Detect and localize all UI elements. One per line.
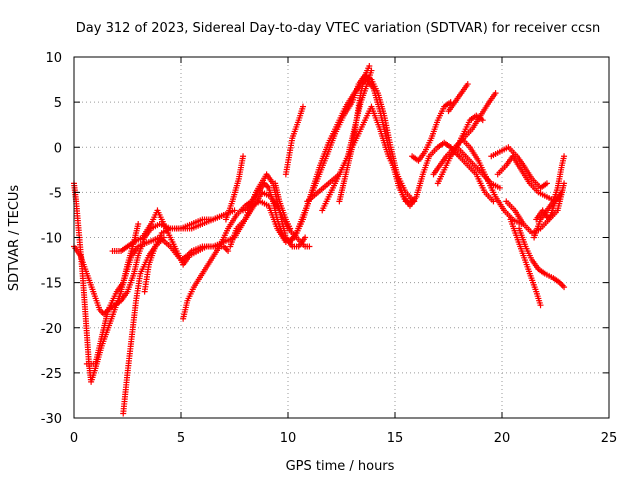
plus-marker (306, 243, 313, 250)
series (109, 207, 232, 268)
x-tick-label: 25 (601, 431, 618, 446)
data-marks (71, 63, 568, 417)
plus-marker (543, 180, 550, 187)
plus-marker (231, 207, 238, 214)
series (488, 144, 550, 191)
plus-marker (537, 302, 544, 309)
y-tick-label: -25 (41, 367, 62, 382)
series (222, 153, 247, 223)
grid (74, 57, 609, 418)
y-axis: 10 5 0 -5 -10 -15 -20 -25 -30 (41, 51, 609, 427)
y-tick-label: 0 (54, 141, 62, 156)
y-tick-label: -5 (49, 186, 62, 201)
series (180, 72, 463, 322)
series (447, 144, 497, 205)
x-tick-label: 20 (494, 431, 511, 446)
plus-marker (135, 220, 142, 227)
plus-marker (496, 184, 503, 191)
series (141, 211, 227, 295)
plus-marker (479, 117, 486, 124)
series (336, 63, 373, 205)
plus-marker (302, 234, 309, 241)
x-axis: 0 5 10 15 20 25 (70, 57, 617, 446)
plus-marker (299, 103, 306, 110)
series (533, 189, 565, 223)
x-axis-label: GPS time / hours (286, 459, 395, 474)
plus-marker (558, 189, 565, 196)
plus-marker (287, 225, 294, 232)
plus-marker (240, 153, 247, 160)
series (272, 180, 294, 232)
plus-marker (561, 180, 568, 187)
plus-marker (490, 198, 497, 205)
plus-marker (561, 153, 568, 160)
x-tick-label: 15 (387, 431, 404, 446)
chart-title: Day 312 of 2023, Sidereal Day-to-day VTE… (76, 21, 600, 36)
x-tick-label: 5 (177, 431, 185, 446)
series (282, 103, 306, 178)
series (409, 99, 454, 164)
y-tick-label: 5 (54, 96, 62, 111)
y-tick-label: -30 (41, 412, 62, 427)
series (445, 81, 471, 115)
series (458, 135, 525, 227)
plus-marker (366, 63, 373, 70)
y-tick-label: -15 (41, 277, 62, 292)
x-tick-label: 10 (280, 431, 297, 446)
plus-marker (225, 248, 232, 255)
y-axis-label: SDTVAR / TECUs (7, 185, 22, 292)
series (507, 216, 544, 309)
plus-marker (464, 81, 471, 88)
y-tick-label: -10 (41, 232, 62, 247)
series (516, 225, 568, 291)
plus-marker (411, 198, 418, 205)
plus-marker (492, 90, 499, 97)
y-tick-label: -20 (41, 322, 62, 337)
plus-marker (561, 284, 568, 291)
x-tick-label: 0 (70, 431, 78, 446)
y-tick-label: 10 (45, 51, 62, 66)
